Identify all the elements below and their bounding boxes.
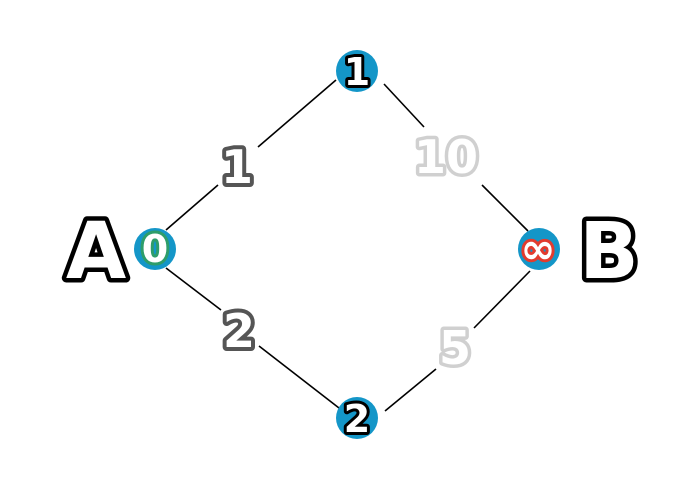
- endpoint-label-start: A: [66, 207, 126, 297]
- edge-weight-start-bottom: 2: [223, 304, 255, 358]
- edge-bottom-end: [384, 270, 531, 412]
- node-bottom: [336, 397, 378, 439]
- node-start: [134, 228, 176, 270]
- node-top: [336, 50, 378, 92]
- node-distance-top: 1: [344, 50, 370, 94]
- node-distance-start: 0: [142, 227, 168, 271]
- edge-weight-top-end: 10: [414, 130, 478, 184]
- endpoint-label-end: B: [579, 207, 638, 297]
- edge-top-end: [383, 83, 529, 232]
- edge-start-bottom: [165, 267, 340, 409]
- edge-weight-start-top: 1: [221, 140, 253, 194]
- node-distance-bottom: 2: [344, 397, 370, 441]
- node-end: [518, 228, 560, 270]
- edge-start-top: [165, 79, 337, 231]
- node-distance-end: ∞: [521, 224, 556, 273]
- edge-weight-bottom-end: 5: [439, 321, 471, 375]
